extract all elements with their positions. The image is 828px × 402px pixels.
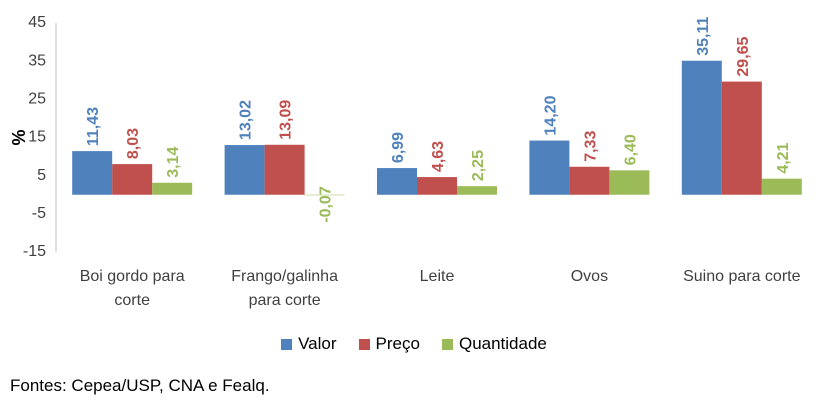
legend-label-valor: Valor — [298, 334, 337, 353]
x-category-label: para corte — [249, 292, 321, 309]
data-label: 4,21 — [775, 142, 792, 173]
data-label: 2,25 — [470, 150, 487, 181]
data-label: 11,43 — [85, 107, 102, 146]
bar-chart: % 45 35 25 15 5 -5 -15 11,43 8,03 3,14 Boi gordo pa… — [9, 14, 802, 309]
legend: Valor Preço Quantidade — [0, 334, 828, 354]
bar-preço — [569, 166, 610, 195]
x-category-label: corte — [114, 292, 150, 309]
bar-valor — [72, 151, 113, 195]
data-label: -0,07 — [318, 186, 335, 223]
x-category-label: Boi gordo para — [80, 268, 185, 285]
legend-item-quantidade: Quantidade — [441, 334, 547, 354]
legend-swatch-valor — [281, 338, 293, 350]
data-label: 4,63 — [430, 141, 447, 172]
data-label: 35,11 — [695, 16, 712, 55]
y-axis-label: % — [9, 129, 29, 145]
x-category-label: Leite — [420, 268, 455, 285]
bar-preço — [721, 81, 762, 195]
bar-preço — [417, 177, 457, 195]
data-label: 29,65 — [735, 36, 752, 76]
data-label: 8,03 — [125, 128, 142, 159]
y-tick-label: -15 — [23, 243, 46, 260]
legend-item-preco: Preço — [358, 334, 420, 354]
legend-label-quantidade: Quantidade — [458, 334, 547, 353]
data-label: 6,99 — [390, 132, 407, 163]
data-label: 7,33 — [582, 131, 599, 162]
x-category-label: Frango/galinha — [231, 268, 338, 285]
y-tick-label: 45 — [28, 14, 46, 31]
data-label: 13,09 — [278, 100, 295, 140]
x-category-label: Ovos — [571, 268, 608, 285]
legend-label-preco: Preço — [375, 334, 420, 353]
bar-valor — [681, 60, 722, 195]
legend-swatch-preco — [358, 338, 370, 350]
data-label: 14,20 — [542, 95, 559, 135]
x-category-label: Suino para corte — [683, 268, 801, 285]
y-tick-label: 5 — [37, 167, 46, 184]
legend-swatch-quantidade — [441, 338, 453, 350]
bar-preço — [112, 164, 153, 195]
bar-valor — [529, 140, 570, 195]
data-label: 6,40 — [622, 134, 639, 165]
bar-quantidade — [609, 170, 650, 195]
y-tick-label: 35 — [28, 52, 46, 69]
bar-valor — [377, 168, 417, 195]
y-tick-label: 25 — [28, 91, 46, 108]
bar-preço — [264, 144, 305, 195]
bar-quantidade — [761, 178, 802, 195]
bar-quantidade — [304, 194, 345, 196]
data-label: 13,02 — [238, 100, 255, 140]
bar-quantidade — [152, 182, 193, 195]
y-tick-label: 15 — [28, 129, 46, 146]
bar-valor — [224, 145, 265, 195]
data-label: 3,14 — [165, 147, 182, 178]
source-note: Fontes: Cepea/USP, CNA e Fealq. — [10, 376, 270, 395]
legend-item-valor: Valor — [281, 334, 337, 354]
bar-quantidade — [457, 186, 497, 195]
y-tick-label: -5 — [32, 205, 46, 222]
